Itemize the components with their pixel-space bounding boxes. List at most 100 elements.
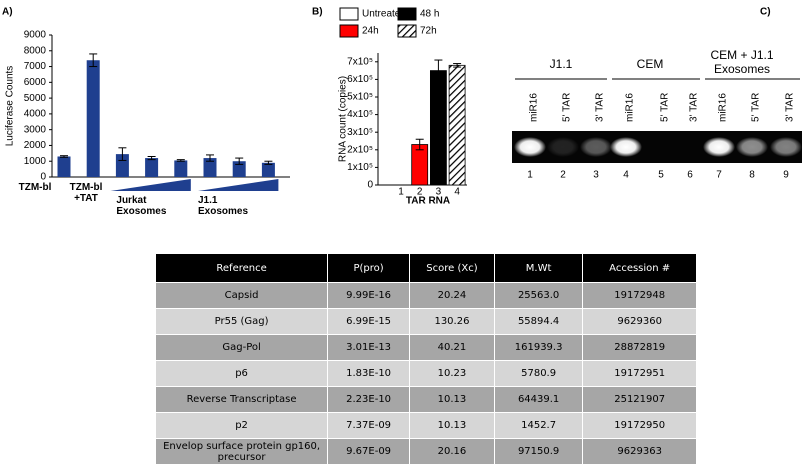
table-cell: 1.83E-10 (327, 360, 411, 387)
dose-wedge (110, 179, 191, 191)
table-cell: Pr55 (Gag) (154, 308, 329, 335)
error-bar (453, 63, 462, 68)
legend-swatch (339, 24, 359, 38)
table-cell: 19172948 (582, 282, 697, 309)
bar (448, 64, 466, 186)
bar (86, 60, 100, 177)
lane-number: 6 (687, 170, 693, 181)
y-tick-label: 2x10⁵ (347, 144, 373, 155)
error-bar (147, 155, 156, 161)
table-cell: Reverse Transcriptase (154, 386, 329, 413)
protein-table: Reference P(pro) Score (Xc) M.Wt Accession #… (154, 253, 697, 465)
x-tick-label: 1 (398, 187, 404, 198)
lane-label: 5' TAR (660, 93, 671, 122)
y-axis-label: Luciferase Counts (5, 66, 16, 147)
table-cell: 1452.7 (493, 412, 584, 439)
table-cell: Capsid (154, 282, 329, 309)
header-cell: Accession # (582, 253, 697, 283)
lane-number: 8 (749, 170, 755, 181)
table-cell: Gag-Pol (154, 334, 329, 361)
legend-label: 48 h (420, 9, 439, 20)
x-tick-label: 2 (417, 187, 423, 198)
gel-band (770, 137, 802, 157)
error-bar (264, 160, 273, 165)
y-tick-label: 4000 (24, 109, 47, 120)
table-cell: 20.16 (409, 438, 495, 465)
lane-number: 2 (560, 170, 566, 181)
error-bar (415, 138, 424, 151)
y-tick-label: 2000 (24, 140, 47, 151)
y-tick-label: 0 (367, 180, 373, 191)
y-tick-label: 6000 (24, 77, 47, 88)
x-tick-label: TZM-bl (18, 182, 52, 193)
panel-label: B) (312, 7, 323, 18)
lane-label: 3' TAR (595, 93, 606, 122)
bar (429, 70, 447, 186)
y-tick-label: 3x10⁵ (347, 127, 373, 138)
table-cell: p2 (154, 412, 329, 439)
table-cell: 19172951 (582, 360, 697, 387)
header-cell: M.Wt (493, 253, 584, 283)
table-cell: 10.23 (409, 360, 495, 387)
table-row: p2 7.37E-09 10.13 1452.7 19172950 (154, 412, 697, 439)
lane-label: miR16 (718, 93, 729, 122)
error-bar (89, 53, 98, 68)
y-tick-label: 9000 (24, 30, 47, 41)
x-axis-label: TAR RNA (406, 196, 450, 207)
error-bar (434, 59, 443, 82)
y-tick-label: 1000 (24, 156, 47, 167)
group-label: J1.1 Exosomes (198, 195, 249, 217)
error-bar (176, 159, 185, 162)
y-tick-label: 7000 (24, 61, 47, 72)
header-row: Reference P(pro) Score (Xc) M.Wt Accession # (154, 253, 697, 283)
lane-group-label: CEM + J1.1 Exosomes (710, 48, 774, 76)
dose-wedge (198, 179, 279, 191)
lane-number: 3 (593, 170, 599, 181)
table-cell: 10.13 (409, 386, 495, 413)
bar (261, 162, 275, 177)
lane-number: 1 (527, 170, 533, 181)
table-row: Pr55 (Gag) 6.99E-15 130.26 55894.4 9629360 (154, 308, 697, 335)
table-cell: 9629363 (582, 438, 697, 465)
lane-label: 3' TAR (785, 93, 796, 122)
table-cell: p6 (154, 360, 329, 387)
legend-label: 24h (362, 26, 379, 37)
x-tick-label: 3 (436, 187, 442, 198)
table-cell: 6.99E-15 (327, 308, 411, 335)
table-cell: 9629360 (582, 308, 697, 335)
gel-band (547, 137, 579, 157)
table-cell: 28872819 (582, 334, 697, 361)
table-cell: 5780.9 (493, 360, 584, 387)
bar (232, 161, 246, 177)
header-cell: P(pro) (327, 253, 411, 283)
group-label: Jurkat Exosomes (116, 195, 167, 217)
lane-group-label: J1.1 (549, 57, 573, 71)
table-row: p6 1.83E-10 10.23 5780.9 19172951 (154, 360, 697, 387)
lane-label: 3' TAR (689, 93, 700, 122)
lane-label: miR16 (625, 93, 636, 122)
error-bar (118, 147, 127, 161)
x-tick-label: TZM-bl +TAT (69, 182, 103, 204)
table-row: Capsid 9.99E-16 20.24 25563.0 19172948 (154, 282, 697, 309)
error-bar (235, 157, 244, 165)
table-cell: 161939.3 (493, 334, 584, 361)
bar (174, 160, 188, 177)
y-tick-label: 0 (40, 172, 46, 183)
table-cell: 25121907 (582, 386, 697, 413)
y-tick-label: 3000 (24, 124, 47, 135)
table-cell: 9.99E-16 (327, 282, 411, 309)
y-tick-label: 7x10⁵ (347, 56, 373, 67)
y-tick-label: 5000 (24, 93, 47, 104)
legend-swatch (397, 24, 417, 38)
table-cell: Envelop surface protein gp160, precursor (154, 438, 329, 465)
y-tick-label: 1x10⁵ (347, 162, 373, 173)
table-cell: 25563.0 (493, 282, 584, 309)
gel-band (514, 137, 546, 157)
gel-band (736, 137, 768, 157)
legend-label: Untreated (362, 9, 406, 20)
table-row: Reverse Transcriptase 2.23E-10 10.13 64439.… (154, 386, 697, 413)
bar (411, 144, 429, 186)
header-cell: Reference (154, 253, 329, 283)
